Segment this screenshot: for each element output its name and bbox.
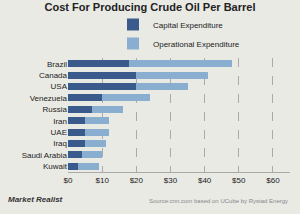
svg-text:$30: $30 [164, 176, 178, 185]
svg-text:Iran: Iran [53, 117, 67, 126]
svg-text:UAE: UAE [51, 128, 67, 137]
svg-text:$20: $20 [130, 176, 144, 185]
svg-text:$60: $60 [266, 176, 280, 185]
svg-text:Brazil: Brazil [47, 60, 67, 69]
svg-text:$50: $50 [232, 176, 246, 185]
svg-text:Saudi Arabia: Saudi Arabia [22, 151, 68, 160]
svg-text:Kuwait: Kuwait [43, 162, 68, 171]
svg-text:Capital Expenditure: Capital Expenditure [153, 21, 223, 30]
svg-text:Operational Expenditure: Operational Expenditure [153, 40, 240, 49]
svg-text:Venezuela: Venezuela [30, 94, 68, 103]
svg-text:Market Realist: Market Realist [8, 195, 63, 204]
svg-text:Russia: Russia [43, 105, 68, 114]
svg-text:Iraq: Iraq [53, 139, 67, 148]
svg-text:Source:cnn.com based on UCube: Source:cnn.com based on UCube by Rystad … [149, 198, 288, 204]
svg-text:Cost For Producing Crude Oil P: Cost For Producing Crude Oil Per Barrel [45, 1, 256, 13]
svg-text:USA: USA [51, 82, 68, 91]
svg-text:$40: $40 [198, 176, 212, 185]
svg-text:$0: $0 [64, 176, 73, 185]
svg-text:$10: $10 [95, 176, 109, 185]
svg-text:Canada: Canada [39, 71, 68, 80]
